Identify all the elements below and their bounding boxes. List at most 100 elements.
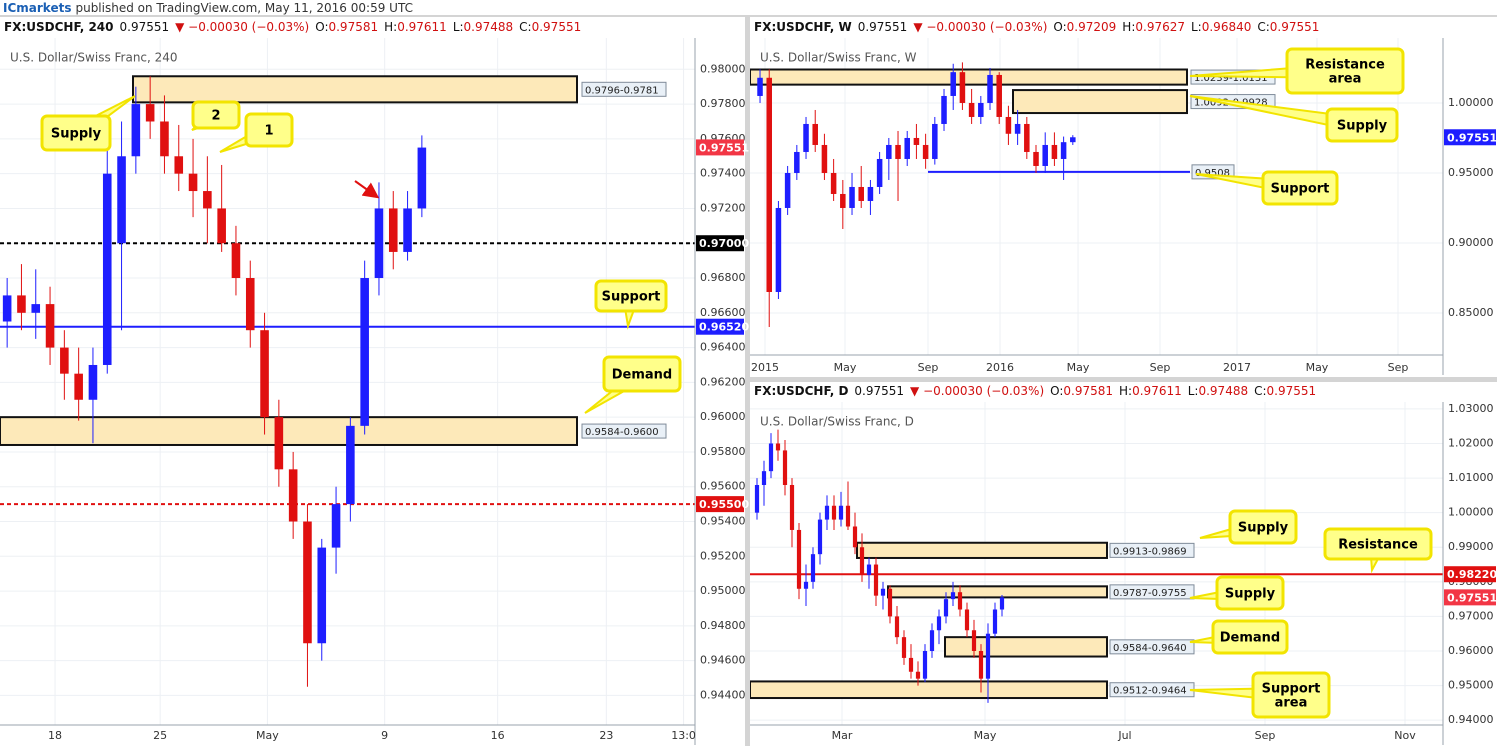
symbol-header: FX:USDCHF, D 0.97551 ▼ −0.00030 (−0.03%) O:… <box>754 384 1316 398</box>
x-tick-label: 23 <box>599 729 613 742</box>
candle-body <box>858 186 864 201</box>
candle-body <box>987 74 993 103</box>
y-tick-label: 0.94600 <box>700 654 746 667</box>
candle-body <box>360 278 369 426</box>
callout-text: Support <box>1262 682 1321 697</box>
price-axis <box>1443 38 1497 355</box>
header-part: 0.97209 <box>1067 20 1117 34</box>
header-part: FX:USDCHF, W <box>754 20 852 34</box>
header-part: H: <box>1119 384 1132 398</box>
header-part: 0.97627 <box>1135 20 1185 34</box>
callout-box <box>1323 527 1433 561</box>
y-tick-label: 0.90000 <box>1448 236 1494 249</box>
zone-label-box <box>581 81 667 97</box>
candle-body <box>867 186 874 201</box>
x-tick-label: 25 <box>153 729 167 742</box>
y-tick-label: 0.97800 <box>700 97 746 110</box>
y-tick-label: 0.97200 <box>700 201 746 214</box>
banner-text: published on TradingView.com, May 11, 20… <box>75 1 412 15</box>
callout-text: Support <box>602 290 661 305</box>
candle-body <box>922 144 929 159</box>
candle-body <box>274 417 284 470</box>
candle-body <box>1024 123 1030 152</box>
callout-box <box>602 355 682 393</box>
zone-label-box <box>581 423 667 439</box>
candle-body <box>768 443 774 472</box>
candle-body <box>796 529 802 589</box>
y-tick-label: 0.96000 <box>700 410 746 423</box>
header-part: 0.96840 <box>1202 20 1252 34</box>
y-tick-label: 0.94000 <box>1448 713 1494 726</box>
candle-body <box>831 505 837 520</box>
price-tag <box>696 318 744 335</box>
y-tick-label: 1.03000 <box>1448 402 1494 415</box>
y-tick-label: 0.95800 <box>700 445 746 458</box>
zone-label-box <box>1109 584 1195 600</box>
candle-body <box>160 121 169 157</box>
header-part: ▼ −0.00030 (−0.03%) <box>175 20 309 34</box>
y-tick-label: 0.95000 <box>1448 679 1494 692</box>
candle-body <box>873 564 879 596</box>
candle-body <box>999 597 1005 610</box>
zone <box>1012 89 1188 115</box>
zone <box>132 75 578 104</box>
y-tick-label: 0.97000 <box>1448 609 1494 622</box>
y-tick-label: 0.95400 <box>700 515 746 528</box>
header-part: C: <box>519 20 531 34</box>
zone-label: 0.9584-0.9600 <box>585 427 659 438</box>
header-part: 0.97581 <box>328 20 378 34</box>
header-part: FX:USDCHF, D <box>754 384 848 398</box>
y-tick-label: 0.96000 <box>1448 644 1494 657</box>
candle-body <box>231 243 241 279</box>
chart <box>750 38 1443 355</box>
callout-text: 2 <box>211 109 220 124</box>
candle-body <box>217 208 226 244</box>
candle-body <box>188 173 198 192</box>
candle-body <box>866 564 872 575</box>
callout-box <box>1215 575 1285 611</box>
header-part: O: <box>1050 384 1063 398</box>
y-tick-label: 0.96600 <box>700 306 746 319</box>
header-part: H: <box>1122 20 1135 34</box>
candle-body <box>978 650 984 679</box>
x-tick-label: 9 <box>381 729 388 742</box>
candle-body <box>117 156 126 244</box>
candle-body <box>810 554 816 582</box>
zone <box>750 680 1108 700</box>
x-tick-label: Sep <box>1150 361 1171 374</box>
callout-box <box>191 100 241 130</box>
candle-body <box>821 144 828 173</box>
candle-body <box>60 347 69 374</box>
header-part: L: <box>453 20 464 34</box>
header-part: FX:USDCHF, 240 <box>4 20 114 34</box>
red-arrow <box>354 180 380 199</box>
y-tick-label: 0.96400 <box>700 341 746 354</box>
x-tick-label: Sep <box>1388 361 1409 374</box>
banner: ICmarkets published on TradingView.com, M… <box>3 1 413 15</box>
candle-body <box>417 147 427 209</box>
candle-body <box>886 144 892 159</box>
zone <box>0 416 578 446</box>
x-tick-label: Nov <box>1394 729 1416 742</box>
candle-body <box>840 193 846 208</box>
candle-body <box>887 588 893 617</box>
candle-body <box>957 592 963 610</box>
y-tick-label: 0.97400 <box>700 167 746 180</box>
candle-body <box>794 151 800 173</box>
charts: 0.9796-0.9781 0.9584-0.9600 Supply 2 1 Suppor… <box>0 20 1497 745</box>
candle-body <box>803 123 809 152</box>
candle-body <box>964 609 970 631</box>
header-part: 0.97551 <box>532 20 582 34</box>
x-tick-label: May <box>1067 361 1090 374</box>
callout-text: Demand <box>1220 631 1281 646</box>
price-tag <box>696 496 744 513</box>
zone-label: 0.9512-0.9464 <box>1113 686 1187 697</box>
candle-body <box>260 330 269 418</box>
callout-text: 1 <box>264 124 273 139</box>
y-tick-label: 1.01000 <box>1448 471 1494 484</box>
zone-label: 0.9584-0.9640 <box>1113 643 1187 654</box>
candle-body <box>1070 137 1076 143</box>
candle-body <box>782 450 788 485</box>
price-tag-label: 0.98220 <box>1447 568 1497 581</box>
candle-body <box>880 588 886 596</box>
